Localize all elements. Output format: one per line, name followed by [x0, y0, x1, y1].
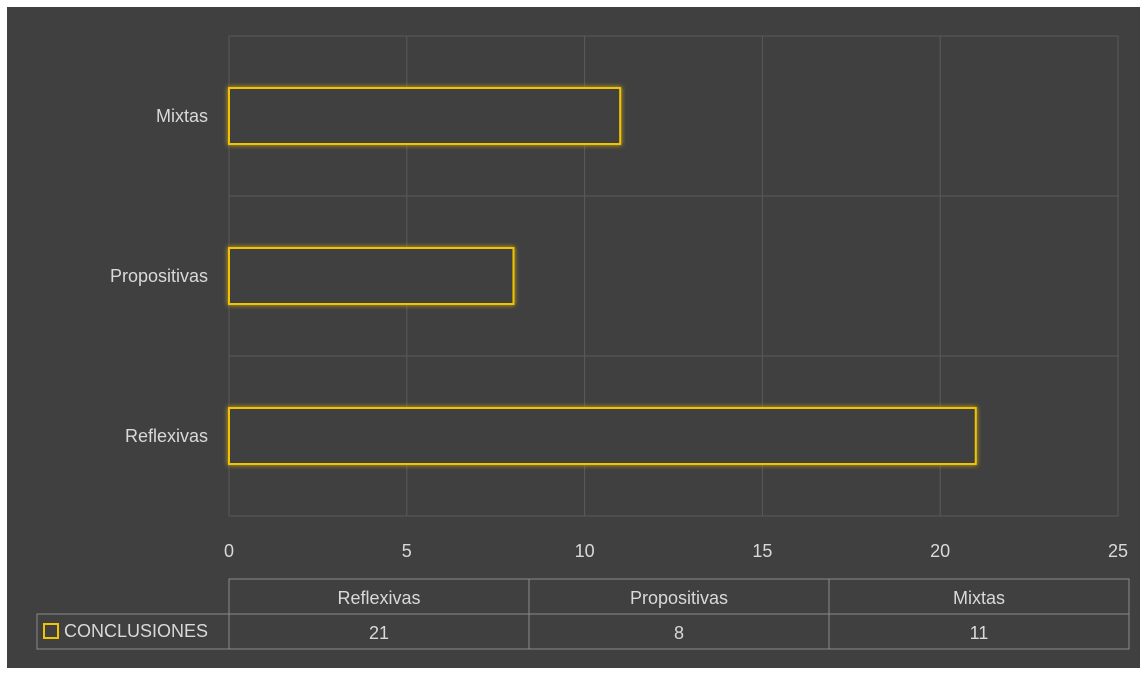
table-header-reflexivas: Reflexivas	[337, 588, 420, 608]
x-axis-tick-labels: 0 5 10 15 20 25	[224, 541, 1128, 561]
bar-mixtas	[228, 87, 622, 145]
legend-series-marker-icon	[43, 623, 59, 639]
table-header-mixtas: Mixtas	[953, 588, 1005, 608]
bars	[228, 87, 977, 465]
bar-reflexivas	[228, 407, 977, 465]
table-value-reflexivas: 21	[369, 623, 389, 643]
grid-lines	[228, 35, 1119, 517]
table-value-mixtas: 11	[970, 623, 989, 643]
x-tick-label-5: 5	[402, 541, 412, 561]
category-label-mixtas: Mixtas	[156, 106, 208, 126]
x-tick-label-10: 10	[575, 541, 595, 561]
data-table: CONCLUSIONES Reflexivas Propositivas Mix…	[36, 578, 1130, 650]
x-tick-label-0: 0	[224, 541, 234, 561]
table-value-propositivas: 8	[674, 623, 684, 643]
x-tick-label-20: 20	[930, 541, 950, 561]
category-label-propositivas: Propositivas	[110, 266, 208, 286]
category-labels: Reflexivas Propositivas Mixtas	[110, 106, 208, 446]
category-label-reflexivas: Reflexivas	[125, 426, 208, 446]
legend-series-label: CONCLUSIONES	[64, 621, 208, 641]
x-tick-label-25: 25	[1108, 541, 1128, 561]
table-header-propositivas: Propositivas	[630, 588, 728, 608]
bar-propositivas	[228, 247, 515, 305]
x-tick-label-15: 15	[752, 541, 772, 561]
